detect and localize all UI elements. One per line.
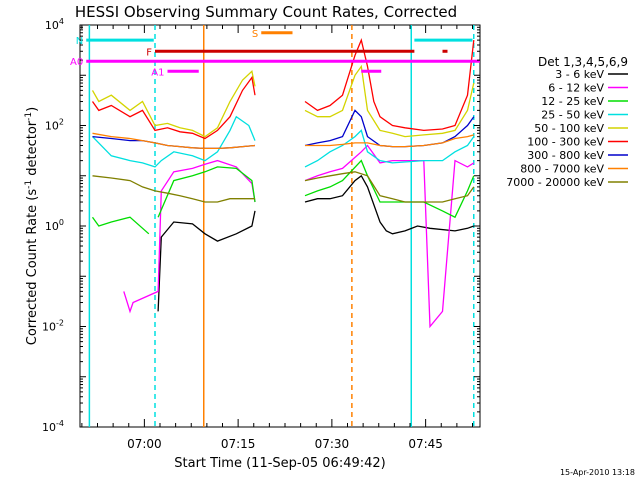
- x-axis-label: Start Time (11-Sep-05 06:49:42): [174, 456, 385, 471]
- chart-title: HESSI Observing Summary Count Rates, Cor…: [75, 3, 457, 21]
- legend-label-8: 7000 - 20000 keV: [506, 176, 604, 189]
- flag-label-a1: A1: [151, 67, 164, 78]
- legend-label-5: 100 - 300 keV: [527, 136, 604, 149]
- y-tick-label-3: 102: [45, 118, 64, 133]
- legend-label-0: 3 - 6 keV: [555, 68, 604, 81]
- series-line-1: [123, 144, 475, 329]
- series-line-5: [91, 37, 475, 140]
- x-tick-label-0: 07:00: [127, 437, 162, 451]
- y-axis: 10-4 10-2 100 102 104: [42, 17, 480, 434]
- legend-label-4: 50 - 100 keV: [534, 122, 604, 135]
- y-tick-label-0: 10-4: [42, 419, 64, 434]
- legend-label-7: 800 - 7000 keV: [520, 163, 604, 176]
- plot-area: [86, 25, 480, 427]
- flag-label-s: S: [252, 29, 258, 40]
- y-axis-label: Corrected Count Rate (s-1 detector-1): [24, 107, 40, 345]
- series-line-8: [92, 171, 475, 203]
- series-line-3: [92, 115, 475, 168]
- legend-label-3: 25 - 50 keV: [541, 109, 604, 122]
- series-line-2: [91, 159, 475, 235]
- legend-title: Det 1,3,4,5,6,9: [538, 55, 628, 69]
- series-line-0: [157, 174, 475, 312]
- x-tick-label-3: 07:45: [408, 437, 443, 451]
- x-tick-label-1: 07:15: [221, 437, 256, 451]
- y-tick-label-1: 10-2: [42, 319, 64, 334]
- flag-label-f: F: [146, 47, 152, 58]
- legend-label-1: 6 - 12 keV: [548, 82, 604, 95]
- y-tick-label-4: 104: [45, 17, 64, 32]
- legend-label-2: 12 - 25 keV: [541, 95, 604, 108]
- flag-label-a0: A0: [70, 57, 83, 68]
- legend-label-6: 300 - 800 keV: [527, 149, 604, 162]
- series-line-4: [91, 64, 475, 138]
- footer-timestamp: 15-Apr-2010 13:18: [560, 468, 635, 477]
- series-line-7: [92, 132, 474, 150]
- x-tick-label-2: 07:30: [315, 437, 350, 451]
- flag-label-n: N: [76, 36, 83, 47]
- y-tick-label-2: 100: [45, 218, 64, 233]
- x-axis: 07:00 07:15 07:30 07:45: [81, 25, 473, 451]
